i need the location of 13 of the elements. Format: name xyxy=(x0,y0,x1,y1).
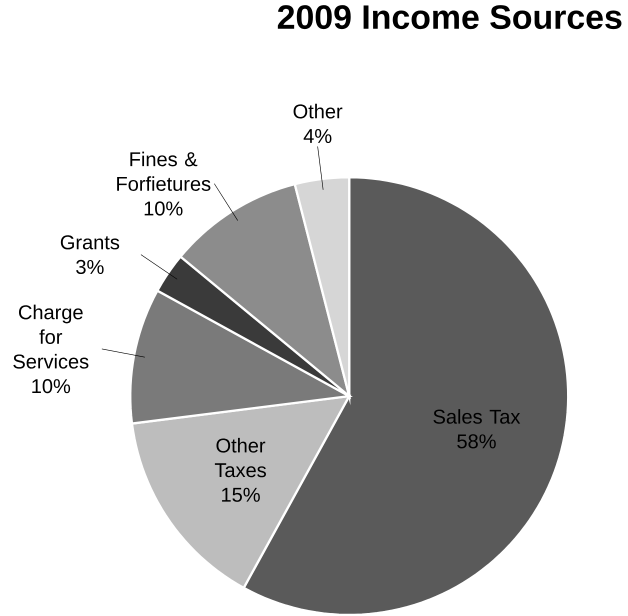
data-label: 15% xyxy=(222,488,260,502)
slice-label: Charge for Services xyxy=(13,304,88,369)
slice-label: Sales Tax xyxy=(433,409,520,424)
slice-label: Grants xyxy=(60,235,120,250)
chart-title: 2009 Income Sources xyxy=(278,5,622,30)
data-label: 10% xyxy=(144,201,183,216)
slice-label: Other xyxy=(294,104,342,118)
data-label: 10% xyxy=(32,379,70,394)
data-label: 3% xyxy=(76,260,104,274)
slice-label: Other Taxes xyxy=(214,438,266,478)
data-label: 4% xyxy=(304,128,332,143)
data-label: 58% xyxy=(457,434,496,448)
slice-label: Fines & Forfietures xyxy=(117,152,210,191)
